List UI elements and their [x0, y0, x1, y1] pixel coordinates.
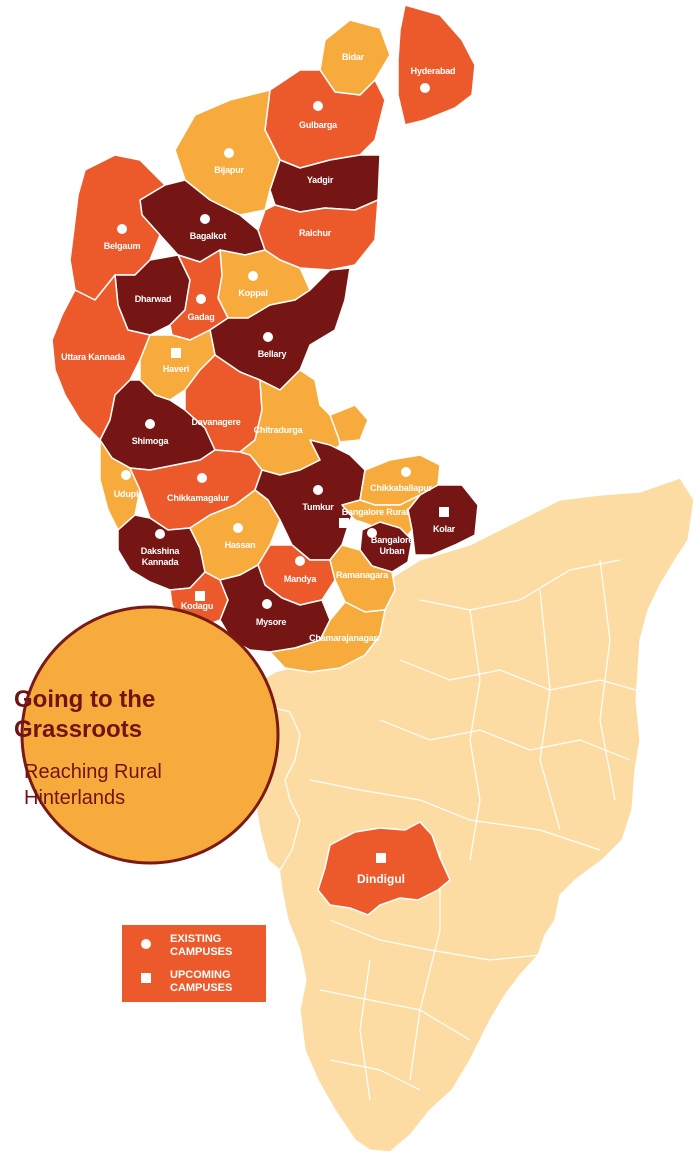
existing-campus-marker-hyderabad[interactable]: [420, 83, 430, 93]
existing-campus-marker-chikkamagalur[interactable]: [197, 473, 207, 483]
district-label-kodagu: Kodagu: [181, 601, 213, 611]
district-label-belgaum: Belgaum: [104, 241, 141, 251]
district-label-mysore: Mysore: [256, 617, 287, 627]
district-label-raichur: Raichur: [299, 228, 332, 238]
district-dindigul[interactable]: [317, 821, 451, 916]
existing-campus-marker-shimoga[interactable]: [145, 419, 155, 429]
district-labels: Bidar Hyderabad Gulbarga Bijapur Yadgir Bagal…: [61, 52, 456, 886]
district-ramanagara[interactable]: [329, 544, 396, 613]
subtitle-line-2: Hinterlands: [24, 787, 125, 809]
title-badge: Going to the Grassroots Reaching Rural H…: [14, 605, 280, 865]
district-label-chikkamagalur: Chikkamagalur: [167, 493, 230, 503]
district-label-ramanagara: Ramanagara: [336, 570, 389, 580]
district-chamarajanagar[interactable]: [269, 601, 386, 673]
district-label-bagalkot: Bagalkot: [190, 231, 227, 241]
district-label-bangalore-rural: Bangalore Rural: [342, 507, 409, 517]
district-label-haveri: Haveri: [163, 364, 189, 374]
district-label-mandya: Mandya: [284, 574, 318, 584]
tamil-nadu-district-borders: [309, 559, 637, 1101]
existing-campus-marker-hassan[interactable]: [233, 523, 243, 533]
existing-campus-marker-belgaum[interactable]: [117, 224, 127, 234]
district-label-chamarajanagar: Chamarajanagar: [309, 633, 377, 643]
district-label-chikkaballapur: Chikkaballapur: [370, 483, 432, 493]
district-label-koppal: Koppal: [238, 288, 267, 298]
existing-campus-legend-icon: [141, 939, 151, 949]
title-circle: [20, 605, 280, 865]
existing-campus-marker-bangalore-urban[interactable]: [367, 528, 377, 538]
campus-markers: [117, 83, 449, 863]
district-label-shimoga: Shimoga: [132, 436, 170, 446]
legend-existing-line-1: EXISTING: [170, 933, 221, 945]
existing-campus-marker-bellary[interactable]: [263, 332, 273, 342]
legend-upcoming-line-1: UPCOMING: [170, 969, 231, 981]
upcoming-campus-marker-bangalore-rural[interactable]: [339, 518, 349, 528]
upcoming-campus-legend-icon: [141, 973, 151, 983]
district-label-gadag: Gadag: [187, 312, 214, 322]
district-label-yadgir: Yadgir: [307, 175, 334, 185]
district-label-dindigul: Dindigul: [357, 872, 405, 886]
existing-campus-marker-bagalkot[interactable]: [200, 214, 210, 224]
district-label-davanagere: Davanagere: [191, 417, 240, 427]
existing-campus-marker-mysore[interactable]: [262, 599, 272, 609]
district-label-dharwad: Dharwad: [135, 294, 172, 304]
district-label-kolar: Kolar: [433, 524, 456, 534]
district-label-gulbarga: Gulbarga: [299, 120, 338, 130]
legend-upcoming-line-2: CAMPUSES: [170, 982, 232, 994]
district-chitradurga-part: [329, 404, 369, 443]
district-label-hyderabad: Hyderabad: [411, 66, 456, 76]
district-label-udupi: Udupi: [114, 489, 139, 499]
existing-campus-marker-koppal[interactable]: [248, 271, 258, 281]
existing-campus-marker-dakshina-kannada[interactable]: [155, 529, 165, 539]
existing-campus-marker-tumkur[interactable]: [313, 485, 323, 495]
existing-campus-marker-mandya[interactable]: [295, 556, 305, 566]
title-line-2: Grassroots: [14, 716, 142, 743]
existing-campus-marker-chikkaballapur[interactable]: [401, 467, 411, 477]
existing-campus-marker-gadag[interactable]: [196, 294, 206, 304]
upcoming-campus-marker-dindigul[interactable]: [376, 853, 386, 863]
existing-campus-marker-bijapur[interactable]: [224, 148, 234, 158]
existing-campus-marker-udupi[interactable]: [121, 470, 131, 480]
title-line-1: Going to the: [14, 686, 155, 713]
district-label-bidar: Bidar: [342, 52, 365, 62]
district-label-bijapur: Bijapur: [214, 165, 244, 175]
legend-box: [122, 925, 266, 1002]
existing-campus-marker-gulbarga[interactable]: [313, 101, 323, 111]
district-hyderabad[interactable]: [397, 4, 476, 126]
district-label-chitradurga: Chitradurga: [254, 425, 304, 435]
districts: [51, 4, 479, 916]
district-label-bangalore-urban: Bangalore Urban: [371, 535, 413, 556]
district-label-dakshina-kannada: Dakshina Kannada: [141, 546, 181, 567]
legend: EXISTING CAMPUSES UPCOMING CAMPUSES: [122, 925, 266, 1002]
district-label-uttara-kannada: Uttara Kannada: [61, 352, 126, 362]
upcoming-campus-marker-haveri[interactable]: [171, 348, 181, 358]
upcoming-campus-marker-kodagu[interactable]: [195, 591, 205, 601]
district-label-tumkur: Tumkur: [302, 502, 334, 512]
district-label-bellary: Bellary: [258, 349, 287, 359]
upcoming-campus-marker-kolar[interactable]: [439, 507, 449, 517]
subtitle-line-1: Reaching Rural: [24, 761, 162, 783]
legend-existing-line-2: CAMPUSES: [170, 946, 232, 958]
district-label-hassan: Hassan: [225, 540, 256, 550]
